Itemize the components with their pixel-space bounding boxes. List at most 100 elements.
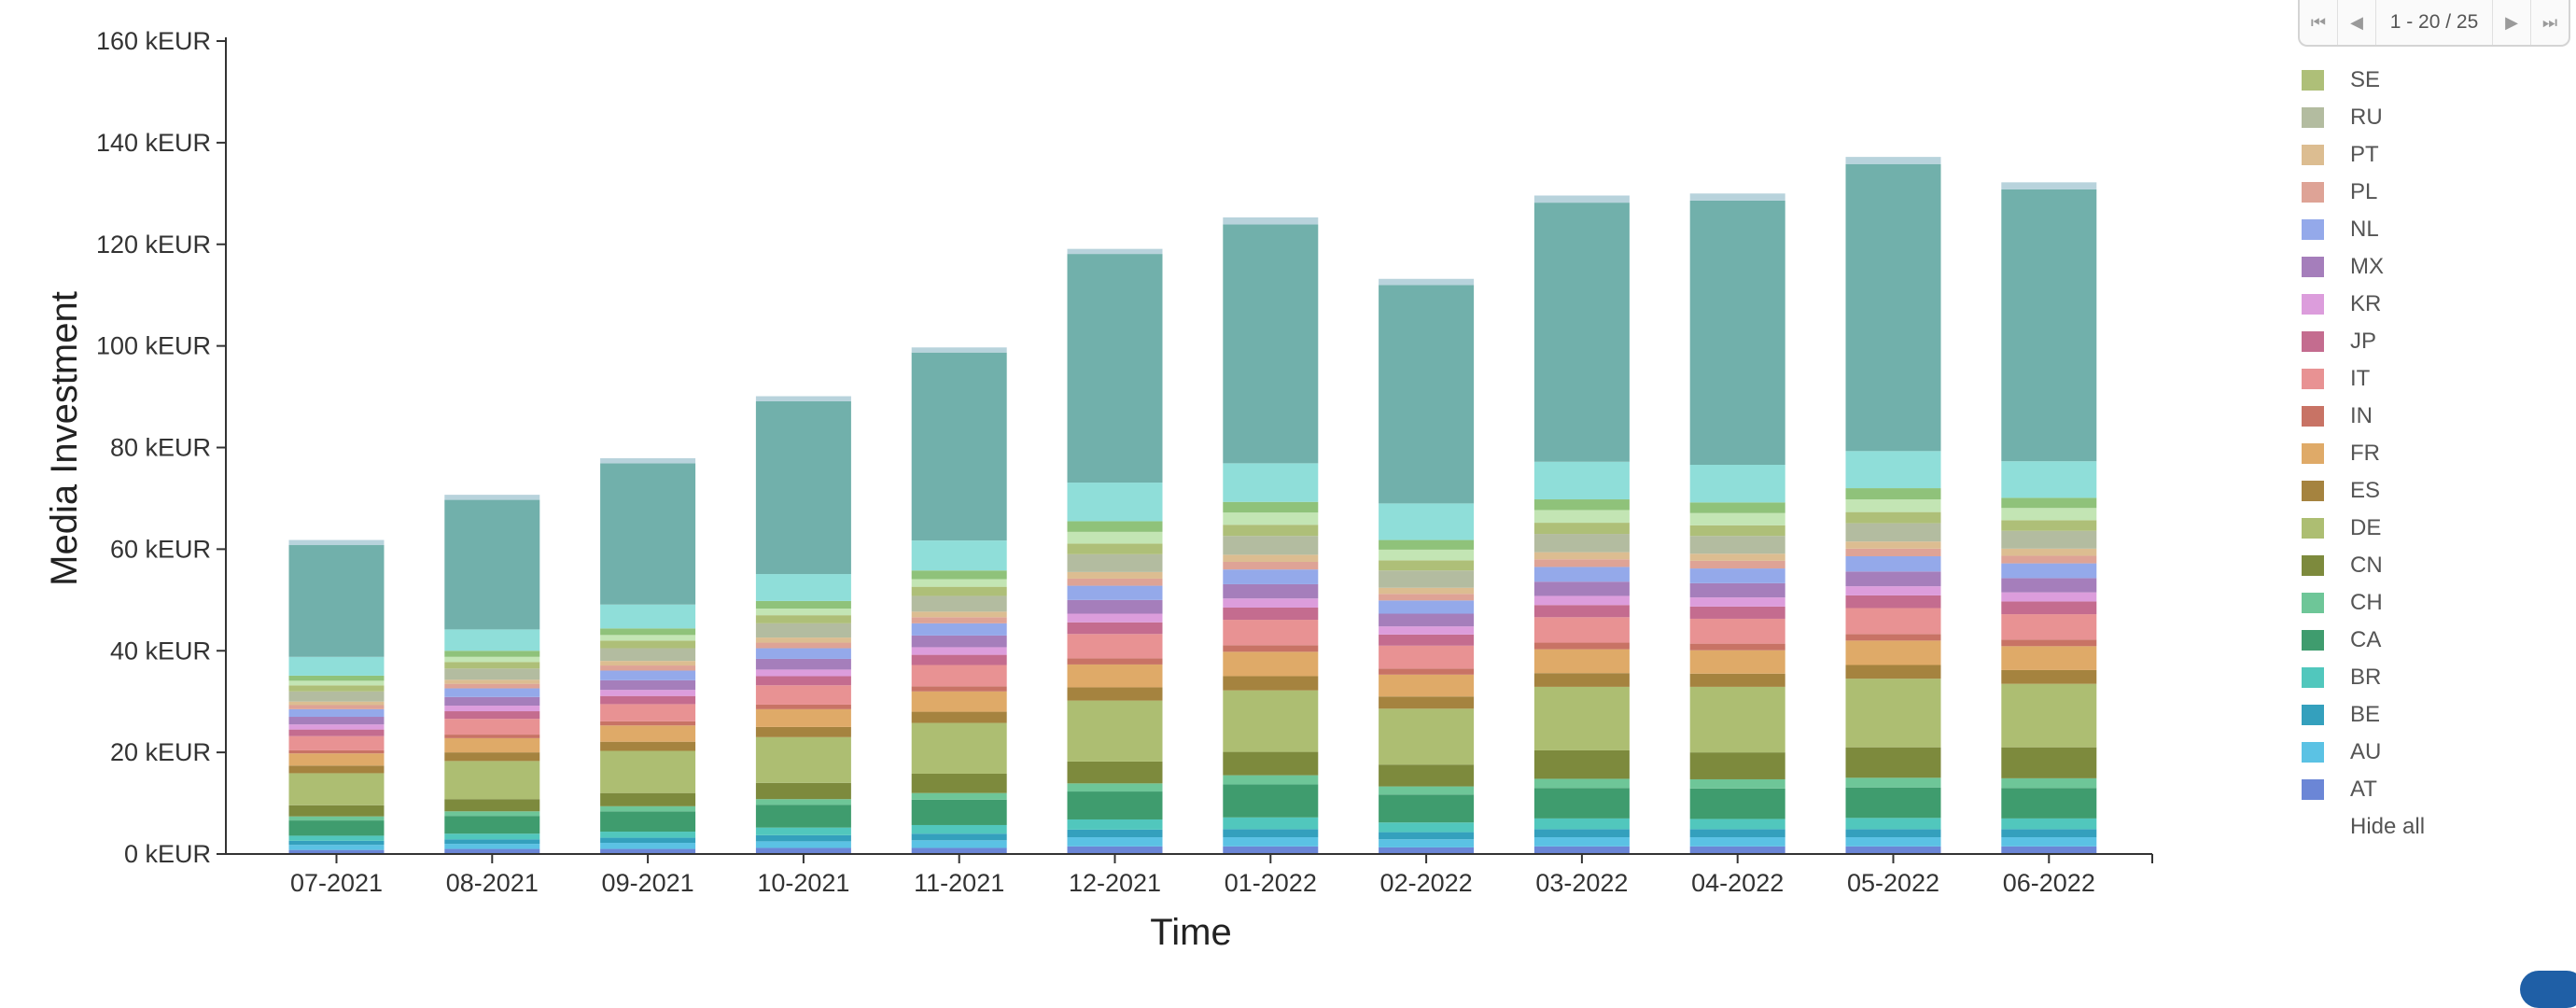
bar-segment-series-21-04-2022[interactable] <box>1689 502 1785 513</box>
legend-item-mx[interactable]: MX <box>2302 248 2572 286</box>
bar-segment-br-01-2022[interactable] <box>1223 817 1319 830</box>
bar-segment-de-05-2022[interactable] <box>1845 679 1941 748</box>
bar-segment-mx-02-2022[interactable] <box>1379 613 1475 627</box>
bar-segment-fr-05-2022[interactable] <box>1845 640 1941 665</box>
bar-segment-ch-02-2022[interactable] <box>1379 786 1475 795</box>
bar-segment-mx-12-2021[interactable] <box>1067 599 1163 614</box>
bar-segment-series-23-02-2022[interactable] <box>1379 285 1475 504</box>
bar-segment-jp-05-2022[interactable] <box>1845 595 1941 609</box>
legend-item-br[interactable]: BR <box>2302 659 2572 696</box>
bar-segment-at-09-2021[interactable] <box>600 848 696 854</box>
bar-segment-nl-12-2021[interactable] <box>1067 585 1163 600</box>
bar-segment-jp-04-2022[interactable] <box>1689 606 1785 619</box>
bar-segment-cn-08-2021[interactable] <box>444 799 540 812</box>
bar-segment-se-01-2022[interactable] <box>1223 525 1319 537</box>
bar-segment-au-11-2021[interactable] <box>911 840 1007 848</box>
bar-segment-ru-06-2022[interactable] <box>2001 530 2097 549</box>
bar-segment-ca-12-2021[interactable] <box>1067 791 1163 819</box>
bar-segment-ca-07-2021[interactable] <box>288 820 385 836</box>
bar-segment-series-24-12-2021[interactable] <box>1067 248 1163 255</box>
legend-item-de[interactable]: DE <box>2302 510 2572 547</box>
bar-segment-de-02-2022[interactable] <box>1379 708 1475 765</box>
bar-segment-series-20-06-2022[interactable] <box>2001 508 2097 521</box>
bar-segment-fr-01-2022[interactable] <box>1223 651 1319 677</box>
bar-segment-br-05-2022[interactable] <box>1845 818 1941 830</box>
bar-segment-series-23-08-2021[interactable] <box>444 499 540 630</box>
bar-segment-ca-10-2021[interactable] <box>755 805 851 828</box>
bar-segment-at-02-2022[interactable] <box>1379 847 1475 854</box>
bar-segment-series-20-03-2022[interactable] <box>1533 510 1630 524</box>
bar-segment-mx-08-2021[interactable] <box>444 696 540 707</box>
bar-segment-mx-04-2022[interactable] <box>1689 582 1785 598</box>
bar-segment-kr-02-2022[interactable] <box>1379 626 1475 635</box>
bar-segment-au-06-2022[interactable] <box>2001 837 2097 847</box>
bar-segment-au-10-2021[interactable] <box>755 841 851 848</box>
bar-segment-ca-08-2021[interactable] <box>444 816 540 834</box>
bar-segment-series-20-10-2021[interactable] <box>755 609 851 616</box>
bar-segment-au-05-2022[interactable] <box>1845 837 1941 847</box>
bar-segment-it-11-2021[interactable] <box>911 665 1007 687</box>
bar-segment-be-03-2022[interactable] <box>1533 829 1630 838</box>
bar-segment-se-09-2021[interactable] <box>600 640 696 649</box>
floating-action-button[interactable] <box>2520 971 2576 1008</box>
bar-segment-nl-02-2022[interactable] <box>1379 600 1475 614</box>
bar-segment-cn-04-2022[interactable] <box>1689 752 1785 779</box>
bar-segment-es-07-2021[interactable] <box>288 765 385 774</box>
bar-segment-pl-12-2021[interactable] <box>1067 578 1163 586</box>
bar-segment-au-02-2022[interactable] <box>1379 839 1475 847</box>
bar-segment-pl-01-2022[interactable] <box>1223 561 1319 570</box>
bar-segment-kr-11-2021[interactable] <box>911 647 1007 655</box>
bar-segment-series-24-04-2022[interactable] <box>1689 193 1785 201</box>
bar-segment-ca-06-2022[interactable] <box>2001 788 2097 819</box>
bar-segment-br-04-2022[interactable] <box>1689 819 1785 830</box>
bar-segment-pt-11-2021[interactable] <box>911 611 1007 618</box>
bar-segment-fr-10-2021[interactable] <box>755 708 851 727</box>
bar-segment-kr-06-2022[interactable] <box>2001 592 2097 602</box>
bar-segment-br-02-2022[interactable] <box>1379 822 1475 833</box>
bar-segment-be-09-2021[interactable] <box>600 837 696 844</box>
bar-segment-series-21-06-2022[interactable] <box>2001 497 2097 509</box>
bar-segment-pt-08-2021[interactable] <box>444 679 540 684</box>
bar-segment-in-01-2022[interactable] <box>1223 645 1319 652</box>
bar-segment-series-23-01-2022[interactable] <box>1223 224 1319 464</box>
legend-item-nl[interactable]: NL <box>2302 211 2572 248</box>
bar-segment-jp-12-2021[interactable] <box>1067 622 1163 635</box>
bar-segment-es-02-2022[interactable] <box>1379 696 1475 709</box>
bar-segment-kr-09-2021[interactable] <box>600 690 696 696</box>
bar-segment-it-01-2022[interactable] <box>1223 620 1319 646</box>
bar-segment-ch-09-2021[interactable] <box>600 805 696 812</box>
last-page-button[interactable]: ⏭ <box>2530 0 2569 45</box>
bar-segment-it-02-2022[interactable] <box>1379 645 1475 669</box>
bar-segment-be-08-2021[interactable] <box>444 839 540 845</box>
bar-segment-in-11-2021[interactable] <box>911 686 1007 692</box>
bar-segment-se-11-2021[interactable] <box>911 586 1007 596</box>
bar-segment-fr-07-2021[interactable] <box>288 753 385 766</box>
legend-item-ca[interactable]: CA <box>2302 622 2572 659</box>
bar-segment-series-24-03-2022[interactable] <box>1533 195 1630 203</box>
bar-segment-au-01-2022[interactable] <box>1223 837 1319 847</box>
bar-segment-cn-07-2021[interactable] <box>288 805 385 817</box>
bar-segment-series-23-11-2021[interactable] <box>911 352 1007 541</box>
bar-segment-cn-05-2022[interactable] <box>1845 747 1941 778</box>
bar-segment-series-22-12-2021[interactable] <box>1067 483 1163 522</box>
bar-segment-series-21-02-2022[interactable] <box>1379 539 1475 550</box>
bar-segment-fr-11-2021[interactable] <box>911 691 1007 712</box>
legend-item-se[interactable]: SE <box>2302 62 2572 99</box>
bar-segment-in-12-2021[interactable] <box>1067 658 1163 665</box>
bar-segment-at-04-2022[interactable] <box>1689 846 1785 854</box>
bar-segment-es-10-2021[interactable] <box>755 726 851 737</box>
legend-item-fr[interactable]: FR <box>2302 435 2572 472</box>
bar-segment-series-24-10-2021[interactable] <box>755 396 851 401</box>
bar-segment-kr-04-2022[interactable] <box>1689 597 1785 607</box>
bar-segment-mx-10-2021[interactable] <box>755 658 851 670</box>
bar-segment-series-22-02-2022[interactable] <box>1379 503 1475 540</box>
legend-item-in[interactable]: IN <box>2302 398 2572 435</box>
bar-segment-series-22-06-2022[interactable] <box>2001 461 2097 498</box>
bar-segment-at-10-2021[interactable] <box>755 847 851 854</box>
bar-segment-kr-08-2021[interactable] <box>444 706 540 712</box>
bar-segment-series-22-05-2022[interactable] <box>1845 451 1941 489</box>
bar-segment-pt-07-2021[interactable] <box>288 701 385 706</box>
bar-segment-cn-01-2022[interactable] <box>1223 751 1319 776</box>
bar-segment-se-03-2022[interactable] <box>1533 523 1630 535</box>
bar-segment-ca-03-2022[interactable] <box>1533 788 1630 819</box>
